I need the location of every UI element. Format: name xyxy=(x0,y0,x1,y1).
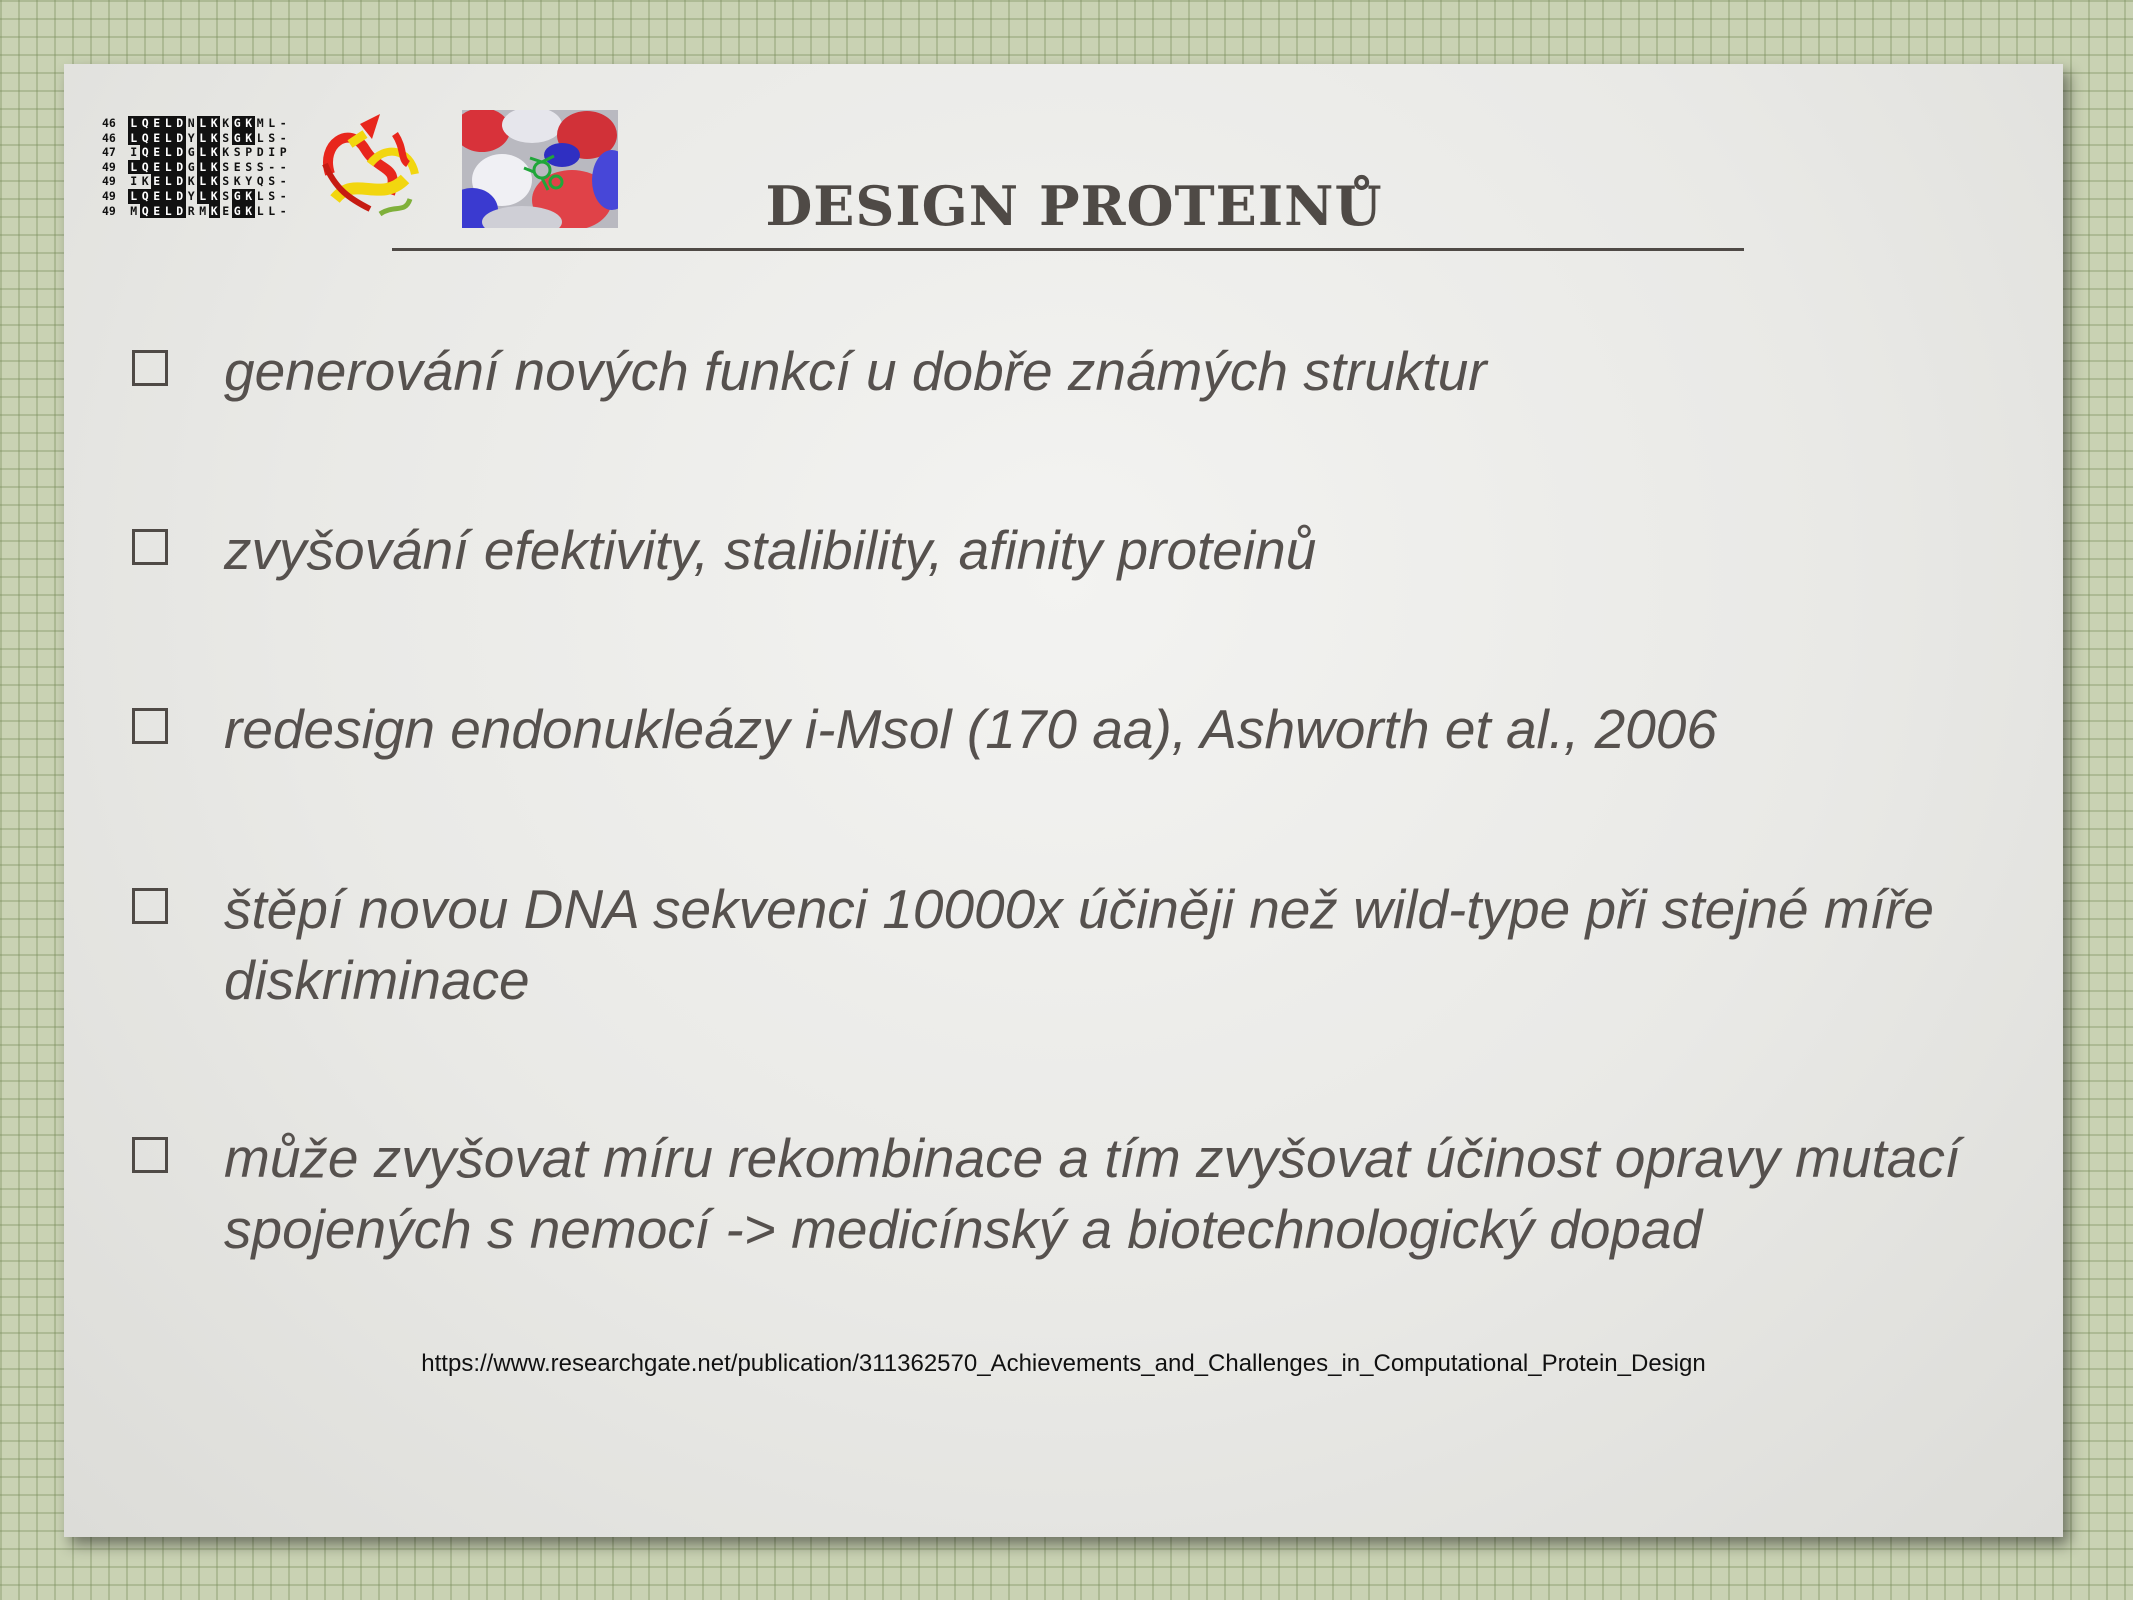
alignment-position: 46 xyxy=(102,116,116,130)
alignment-row: 47 I Q E L D G L K K S P D I P xyxy=(102,145,292,160)
alignment-row: 49 L Q E L D G L K S E S S - - xyxy=(102,159,292,175)
alignment-row: 46 L Q E L D Y L K S G K L S - xyxy=(102,130,292,146)
bullet-item: štěpí novou DNA sekvenci 10000x účiněji … xyxy=(132,874,2052,1016)
checkbox-icon xyxy=(132,529,168,565)
bullet-text: generování nových funkcí u dobře známých… xyxy=(224,340,1487,402)
protein-ribbon-image xyxy=(322,114,419,217)
alignment-row: 49 I K E L D K L K S K Y Q S - xyxy=(102,174,292,189)
sequence-alignment-image: 46 L Q E L D N L K K G K M L - 46 L Q E L D Y L K S G K L S - 47 I Q E L D G… xyxy=(102,116,292,219)
slide: 46 L Q E L D N L K K G K M L - 46 L Q E L D Y L K S G K L S - 47 I Q E L D G… xyxy=(64,64,2063,1537)
bullet-item: generování nových funkcí u dobře známých… xyxy=(132,336,2052,407)
protein-surface-image xyxy=(462,110,618,228)
alignment-position: 49 xyxy=(102,159,116,174)
bullet-text: redesign endonukleázy i-Msol (170 aa), A… xyxy=(224,698,1717,760)
bullet-text: štěpí novou DNA sekvenci 10000x účiněji … xyxy=(224,878,1934,1011)
alignment-position: 49 xyxy=(102,188,116,203)
slide-title: DESIGN PROTEINŮ xyxy=(765,174,1383,238)
bullet-item: může zvyšovat míru rekombinace a tím zvy… xyxy=(132,1123,2052,1265)
alignment-row: 49 L Q E L D Y L K S G K L S - xyxy=(102,188,292,204)
alignment-row: 49 M Q E L D R M K E G K L L - xyxy=(102,203,292,219)
alignment-position: 49 xyxy=(102,203,116,218)
alignment-position: 47 xyxy=(102,145,116,160)
title-underline xyxy=(392,248,1744,251)
checkbox-icon xyxy=(132,350,168,386)
bullet-text: může zvyšovat míru rekombinace a tím zvy… xyxy=(224,1127,1961,1260)
bullet-list: generování nových funkcí u dobře známých… xyxy=(64,64,2063,1537)
bullet-item: zvyšování efektivity, stalibility, afini… xyxy=(132,515,2052,586)
source-url: https://www.researchgate.net/publication… xyxy=(421,1350,1706,1377)
bullet-item: redesign endonukleázy i-Msol (170 aa), A… xyxy=(132,694,2052,765)
checkbox-icon xyxy=(132,708,168,744)
alignment-position: 46 xyxy=(102,130,116,145)
checkbox-icon xyxy=(132,1137,168,1173)
alignment-position: 49 xyxy=(102,174,116,189)
alignment-row: 46 L Q E L D N L K K G K M L - xyxy=(102,116,292,131)
checkbox-icon xyxy=(132,888,168,924)
bullet-text: zvyšování efektivity, stalibility, afini… xyxy=(224,519,1317,581)
